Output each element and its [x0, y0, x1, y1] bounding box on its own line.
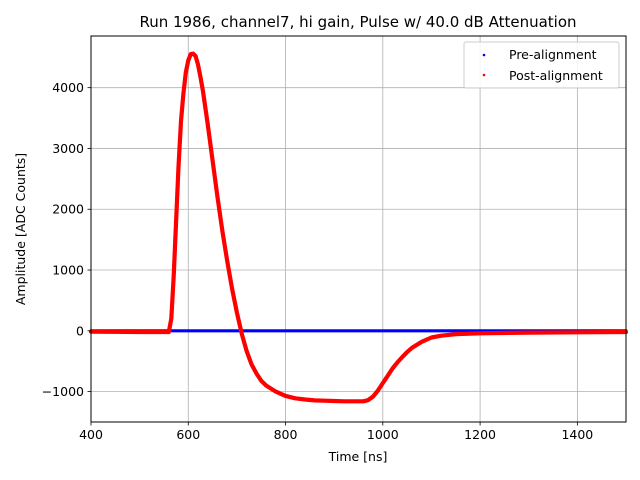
- data-point-post-alignment: [323, 399, 326, 402]
- x-tick-label: 600: [176, 427, 200, 442]
- legend-label-pre-alignment: Pre-alignment: [509, 47, 597, 62]
- data-point-post-alignment: [226, 259, 229, 263]
- axis-ticks: 400 600 800 1000 1200 1400 −1000 0 1000 2000 3000 4…: [42, 80, 594, 442]
- x-tick-label: 400: [79, 427, 103, 442]
- data-point-post-alignment: [187, 59, 190, 62]
- data-point-post-alignment: [284, 394, 287, 398]
- data-point-pre-alignment: [430, 329, 433, 332]
- y-axis-label: Amplitude [ADC Counts]: [13, 153, 28, 305]
- data-point-post-alignment: [576, 331, 579, 334]
- data-point-post-alignment: [194, 54, 197, 58]
- y-tick-label: 1000: [52, 263, 84, 278]
- data-point-post-alignment: [405, 350, 409, 354]
- chart-title: Run 1986, channel7, hi gain, Pulse w/ 40…: [139, 13, 576, 31]
- data-point-pre-alignment: [284, 329, 287, 332]
- data-point-post-alignment: [174, 220, 178, 223]
- data-point-post-alignment: [211, 159, 214, 162]
- data-point-post-alignment: [342, 400, 346, 403]
- data-point-post-alignment: [333, 399, 336, 403]
- data-point-post-alignment: [201, 89, 205, 92]
- data-point-post-alignment: [260, 379, 263, 382]
- data-point-post-alignment: [167, 330, 170, 334]
- y-tick-label: 3000: [52, 141, 84, 156]
- data-point-post-alignment: [381, 381, 384, 385]
- data-point-post-alignment: [527, 331, 530, 334]
- series-band-post-alignment: [88, 51, 629, 404]
- data-point-post-alignment: [454, 333, 457, 336]
- data-point-post-alignment: [401, 355, 404, 359]
- data-point-pre-alignment: [187, 329, 190, 332]
- data-point-post-alignment: [235, 311, 239, 314]
- legend-label-post-alignment: Post-alignment: [509, 68, 603, 83]
- data-point-post-alignment: [245, 349, 248, 353]
- data-point-post-alignment: [430, 336, 433, 339]
- data-point-post-alignment: [216, 195, 219, 199]
- x-tick-label: 800: [274, 427, 298, 442]
- x-tick-label: 1000: [367, 427, 399, 442]
- x-tick-label: 1400: [561, 427, 593, 442]
- data-point-post-alignment: [264, 384, 268, 387]
- legend-box: [463, 41, 620, 89]
- data-point-post-alignment: [410, 346, 414, 349]
- data-point-post-alignment: [206, 122, 209, 126]
- data-point-post-alignment: [172, 274, 175, 278]
- data-point-post-alignment: [240, 332, 243, 336]
- data-point-post-alignment: [371, 395, 375, 398]
- data-point-post-alignment: [177, 165, 180, 168]
- data-point-post-alignment: [221, 229, 224, 232]
- plot-frame: [90, 35, 627, 423]
- plot-data: [88, 51, 629, 404]
- data-point-post-alignment: [303, 398, 307, 401]
- legend: Pre-alignment Post-alignment: [463, 41, 620, 89]
- data-point-post-alignment: [313, 399, 316, 402]
- data-point-post-alignment: [478, 332, 482, 335]
- x-axis-label: Time [ns]: [328, 449, 388, 464]
- data-point-pre-alignment: [381, 329, 384, 332]
- data-point-post-alignment: [189, 53, 192, 56]
- data-point-post-alignment: [440, 334, 443, 337]
- data-point-post-alignment: [352, 400, 355, 403]
- legend-marker-pre-alignment: [482, 53, 486, 57]
- y-tick-label: −1000: [42, 384, 84, 399]
- data-point-post-alignment: [255, 372, 258, 375]
- data-point-post-alignment: [376, 389, 380, 392]
- data-point-post-alignment: [274, 390, 277, 393]
- data-point-post-alignment: [250, 363, 253, 366]
- y-tick-label: 2000: [52, 202, 84, 217]
- data-point-post-alignment: [199, 75, 202, 78]
- data-point-post-alignment: [138, 330, 141, 334]
- data-point-post-alignment: [294, 397, 297, 400]
- data-point-post-alignment: [391, 367, 394, 370]
- data-point-post-alignment: [230, 287, 234, 290]
- data-point-post-alignment: [179, 119, 183, 123]
- data-point-post-alignment: [367, 398, 370, 402]
- data-point-pre-alignment: [333, 329, 336, 332]
- data-point-post-alignment: [191, 52, 195, 55]
- data-point-post-alignment: [362, 400, 365, 403]
- data-point-post-alignment: [396, 361, 399, 364]
- data-point-post-alignment: [196, 63, 200, 66]
- data-point-post-alignment: [184, 71, 187, 74]
- data-point-pre-alignment: [235, 329, 239, 332]
- data-point-post-alignment: [420, 340, 423, 343]
- data-point-post-alignment: [170, 317, 173, 320]
- data-point-post-alignment: [182, 92, 185, 95]
- x-tick-label: 1200: [464, 427, 496, 442]
- data-point-post-alignment: [386, 374, 389, 377]
- legend-marker-post-alignment: [482, 73, 486, 77]
- y-tick-label: 4000: [52, 80, 84, 95]
- y-tick-label: 0: [76, 323, 84, 338]
